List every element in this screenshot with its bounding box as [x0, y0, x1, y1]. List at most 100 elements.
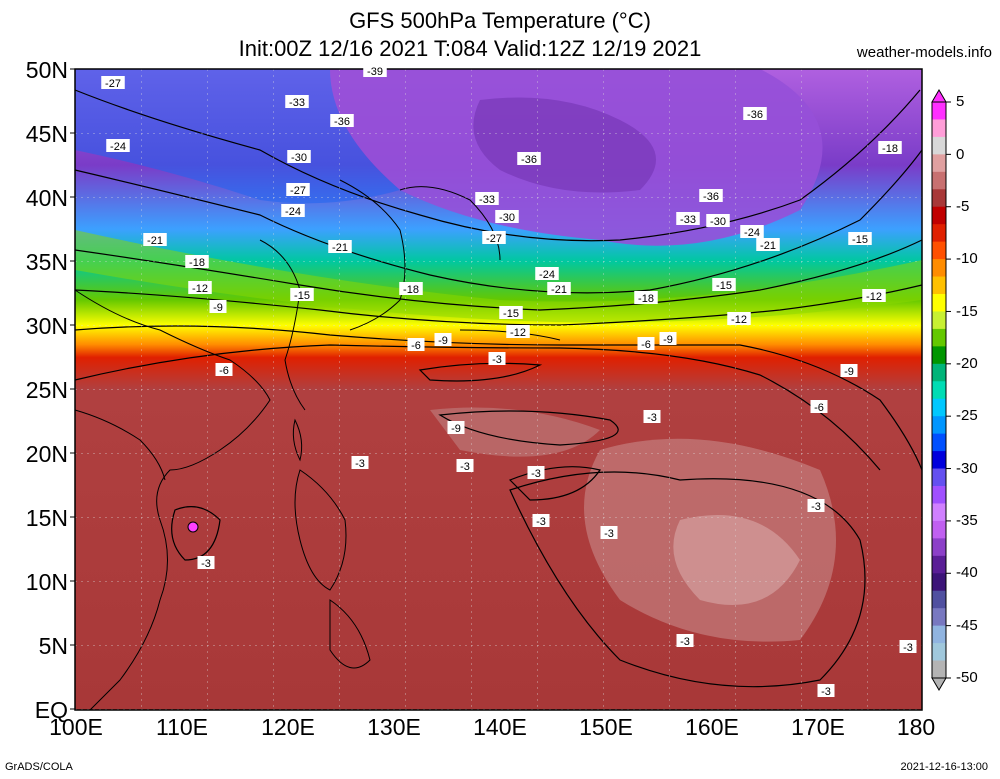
contour-label: -18 [399, 282, 423, 296]
colorbar-label: -20 [956, 355, 978, 372]
lon-label: 160E [685, 714, 739, 740]
contour-label: -6 [407, 338, 425, 352]
svg-text:-33: -33 [289, 97, 305, 109]
contour-label: -3 [600, 526, 618, 540]
svg-text:-3: -3 [811, 501, 821, 513]
svg-text:-18: -18 [189, 257, 205, 269]
lon-label: 100E [49, 714, 103, 740]
lat-label: 15N [25, 505, 68, 531]
svg-text:-21: -21 [551, 284, 567, 296]
colorbar-label: -30 [956, 460, 978, 477]
contour-label: -9 [659, 332, 677, 346]
colorbar-swatch [932, 486, 946, 504]
svg-text:-36: -36 [334, 116, 350, 128]
contour-label: -3 [527, 466, 545, 480]
contour-label: -27 [101, 76, 125, 90]
contour-label: -18 [634, 291, 658, 305]
lon-label: 110E [155, 714, 208, 740]
contour-label: -33 [285, 95, 309, 109]
contour-label: -12 [862, 289, 886, 303]
lat-label: 35N [25, 249, 68, 275]
colorbar-label: -5 [956, 198, 970, 215]
lon-label: 170E [791, 714, 845, 740]
contour-label: -30 [287, 150, 311, 164]
svg-text:-18: -18 [882, 143, 898, 155]
colorbar-swatch [932, 136, 946, 155]
colorbar-swatch [932, 259, 946, 278]
svg-text:-21: -21 [147, 235, 163, 247]
svg-text:-3: -3 [531, 468, 541, 480]
contour-label: -24 [281, 204, 305, 218]
lon-label: 150E [579, 714, 633, 740]
colorbar-label: -40 [956, 564, 978, 581]
colorbar-swatch [932, 171, 946, 190]
svg-text:-15: -15 [716, 280, 732, 292]
contour-label: -3 [351, 456, 369, 470]
colorbar-label: -25 [956, 407, 978, 424]
svg-text:-39: -39 [367, 66, 383, 78]
colorbar-swatch [932, 224, 946, 243]
svg-text:-9: -9 [438, 335, 448, 347]
contour-label: -9 [209, 300, 227, 314]
contour-label: -12 [506, 325, 530, 339]
contour-label: -27 [286, 183, 310, 197]
colorbar-swatch [932, 276, 946, 295]
lon-label: 120E [261, 714, 315, 740]
map-plot-area [74, 68, 923, 711]
colorbar-swatch [932, 468, 946, 487]
colorbar-swatch [932, 346, 946, 365]
lat-label: 45N [25, 121, 68, 147]
colorbar-label: -15 [956, 303, 978, 320]
lon-label: 180 [896, 714, 936, 740]
svg-text:-9: -9 [663, 334, 673, 346]
svg-text:-3: -3 [821, 686, 831, 698]
svg-text:-33: -33 [479, 194, 495, 206]
svg-text:-30: -30 [291, 152, 307, 164]
svg-text:-24: -24 [110, 141, 126, 153]
svg-text:-9: -9 [213, 302, 223, 314]
svg-text:-15: -15 [294, 290, 310, 302]
colorbar-swatch [932, 154, 946, 173]
svg-text:-24: -24 [744, 227, 760, 239]
colorbar-swatch [932, 206, 946, 225]
svg-text:-3: -3 [355, 458, 365, 470]
colorbar-label: -50 [956, 669, 978, 686]
colorbar-swatch [932, 555, 946, 574]
contour-label: -3 [807, 499, 825, 513]
colorbar-swatch [932, 520, 946, 539]
contour-label: -18 [185, 255, 209, 269]
lat-label: 25N [25, 377, 68, 403]
colorbar-swatch [932, 119, 946, 138]
contour-label: -9 [447, 421, 465, 435]
colorbar-arrow-bottom [931, 677, 947, 691]
svg-text:-3: -3 [647, 412, 657, 424]
svg-text:-12: -12 [731, 314, 747, 326]
contour-label: -36 [743, 107, 767, 121]
contour-label: -15 [848, 232, 872, 246]
contour-label: -12 [188, 281, 212, 295]
contour-label: -3 [456, 459, 474, 473]
svg-text:-24: -24 [539, 269, 555, 281]
contour-label: -9 [840, 364, 858, 378]
contour-label: -24 [740, 225, 764, 239]
colorbar-swatch [932, 311, 946, 330]
lon-label: 130E [367, 714, 421, 740]
contour-label: -36 [517, 152, 541, 166]
svg-text:-3: -3 [460, 461, 470, 473]
contour-label: -33 [676, 212, 700, 226]
colorbar-swatch [932, 538, 946, 557]
svg-text:-15: -15 [852, 234, 868, 246]
contour-label: -39 [363, 64, 387, 78]
contour-label: -21 [756, 238, 780, 252]
contour-label: -27 [482, 231, 506, 245]
svg-text:-9: -9 [844, 366, 854, 378]
colorbar-swatch [932, 643, 946, 662]
svg-text:-6: -6 [411, 340, 421, 352]
svg-text:-6: -6 [641, 339, 651, 351]
svg-text:-36: -36 [521, 154, 537, 166]
lat-label: 5N [38, 633, 68, 659]
lat-label: 30N [25, 313, 68, 339]
contour-label: -18 [878, 141, 902, 155]
svg-text:-6: -6 [814, 402, 824, 414]
